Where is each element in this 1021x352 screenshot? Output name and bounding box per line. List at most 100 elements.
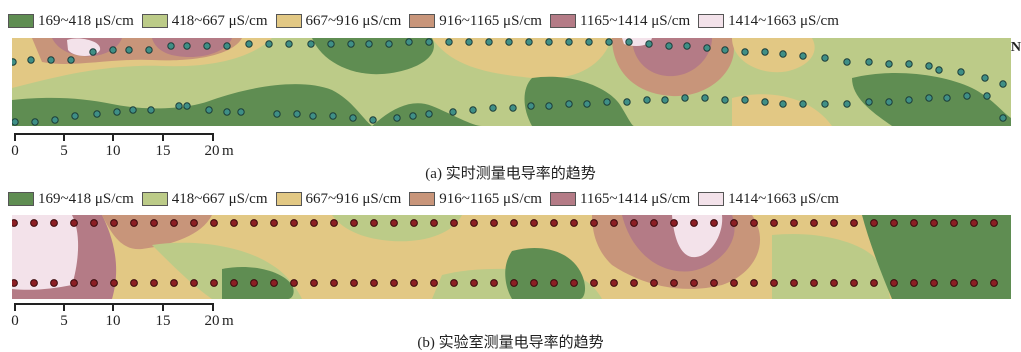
sample-point — [90, 279, 98, 287]
legend-label: 667~916 μS/cm — [305, 12, 402, 29]
sample-point — [890, 219, 898, 227]
sample-point — [130, 279, 138, 287]
sample-point — [885, 98, 893, 106]
sample-point — [710, 279, 718, 287]
legend-item: 169~418 μS/cm — [8, 191, 134, 208]
zone-169-418 — [12, 84, 372, 126]
sample-point — [430, 219, 438, 227]
sample-point — [505, 38, 513, 46]
sample-point — [603, 98, 611, 106]
sample-point — [999, 114, 1007, 122]
sample-point — [790, 219, 798, 227]
sample-point — [509, 104, 517, 112]
sample-point — [12, 118, 19, 126]
sample-point — [31, 118, 39, 126]
sample-point — [623, 98, 631, 106]
sample-point — [347, 40, 355, 48]
sample-point — [410, 219, 418, 227]
sample-point — [799, 100, 807, 108]
scale-label: 0 — [11, 313, 19, 329]
sample-point — [93, 110, 101, 118]
sample-point — [350, 279, 358, 287]
sample-point — [27, 56, 35, 64]
sample-point — [990, 279, 998, 287]
sample-point — [905, 60, 913, 68]
sample-point — [970, 279, 978, 287]
legend-swatch — [409, 14, 436, 28]
legend-a: 169~418 μS/cm 418~667 μS/cm 667~916 μS/c… — [8, 10, 1015, 32]
sample-point — [365, 40, 373, 48]
sample-point — [665, 42, 673, 50]
sample-point — [223, 42, 231, 50]
sample-point — [190, 219, 198, 227]
sample-point — [610, 219, 618, 227]
sample-point — [110, 279, 118, 287]
sample-point — [983, 92, 991, 100]
sample-point — [670, 279, 678, 287]
sample-point — [565, 100, 573, 108]
sample-point — [830, 219, 838, 227]
sample-point — [89, 48, 97, 56]
legend-label: 169~418 μS/cm — [38, 190, 134, 207]
scale-unit: m — [222, 313, 234, 329]
sample-point — [30, 279, 38, 287]
zone-169-418 — [505, 248, 586, 299]
sample-point — [981, 74, 989, 82]
sample-point — [237, 108, 245, 116]
legend-swatch — [8, 14, 34, 28]
scale-label: 20 — [204, 313, 220, 329]
scale-tick — [162, 303, 164, 311]
sample-point — [710, 219, 718, 227]
sample-point — [270, 279, 278, 287]
sample-point — [950, 279, 958, 287]
sample-point — [385, 40, 393, 48]
sample-point — [643, 96, 651, 104]
sample-point — [405, 38, 413, 46]
sample-point — [650, 219, 658, 227]
sample-point — [150, 279, 158, 287]
sample-point — [175, 102, 183, 110]
legend-swatch — [141, 192, 168, 206]
sample-point — [530, 279, 538, 287]
sample-point — [409, 112, 417, 120]
sample-point — [290, 219, 298, 227]
sample-point — [430, 279, 438, 287]
scale-tick — [14, 303, 16, 311]
sample-point — [370, 219, 378, 227]
sample-point — [230, 279, 238, 287]
sample-point — [885, 60, 893, 68]
sample-point — [741, 48, 749, 56]
sample-point — [750, 219, 758, 227]
sample-point — [910, 279, 918, 287]
sample-point — [125, 46, 133, 54]
sample-point — [703, 44, 711, 52]
sample-point — [12, 58, 17, 66]
legend-item: 916~1165 μS/cm — [409, 191, 542, 208]
scale-tick — [63, 303, 65, 311]
sample-point — [810, 279, 818, 287]
sample-point — [670, 219, 678, 227]
legend-item: 169~418 μS/cm — [8, 13, 134, 30]
sample-point — [935, 66, 943, 74]
sample-point — [489, 104, 497, 112]
zone-169-418 — [862, 215, 1011, 299]
legend-item: 667~916 μS/cm — [275, 12, 402, 30]
sample-point — [821, 54, 829, 62]
sample-point — [701, 94, 709, 102]
sample-point — [465, 38, 473, 46]
zone-418-667 — [332, 215, 462, 242]
legend-swatch — [698, 192, 725, 206]
legend-item: 667~916 μS/cm — [275, 191, 401, 208]
sample-point — [605, 38, 613, 46]
sample-point — [150, 219, 158, 227]
sample-point — [470, 279, 478, 287]
sample-point — [425, 110, 433, 118]
sample-point — [330, 279, 338, 287]
scale-tick — [162, 133, 164, 141]
sample-point — [113, 108, 121, 116]
sample-point — [210, 279, 218, 287]
scale-tick — [63, 133, 65, 141]
sample-point — [30, 219, 38, 227]
sample-point — [67, 56, 75, 64]
sample-point — [690, 219, 698, 227]
